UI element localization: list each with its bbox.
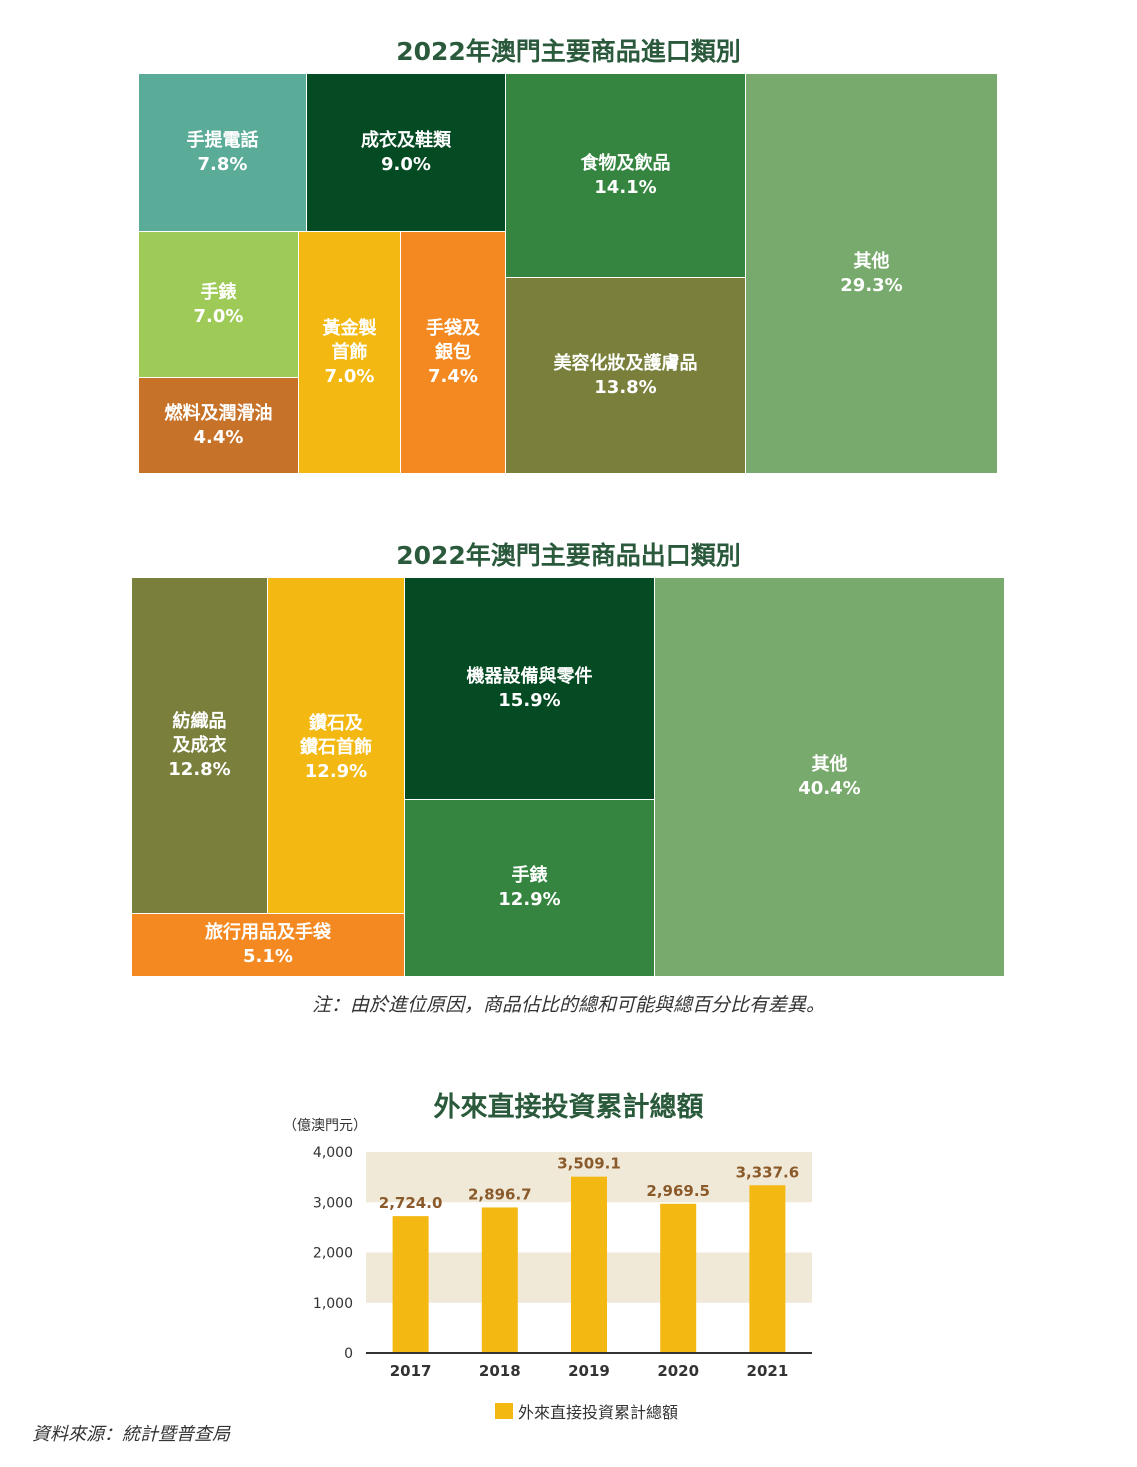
import-cell-clothing-footwear: 成衣及鞋類 9.0%	[306, 73, 506, 232]
export-cell-textiles-garments: 紡織品 及成衣 12.8%	[131, 577, 268, 914]
import-cell-fuel-lubricants: 燃料及潤滑油 4.4%	[138, 377, 299, 474]
y-tick-label: 1,000	[313, 1296, 353, 1312]
y-tick-label: 2,000	[313, 1246, 353, 1262]
bar-value-label: 3,337.6	[736, 1163, 800, 1181]
y-tick-label: 0	[344, 1346, 353, 1362]
import-value-gold-jewellery: 7.0%	[324, 365, 375, 387]
import-value-others: 29.3%	[840, 274, 903, 296]
export-value-diamonds-jewellery: 12.9%	[304, 761, 368, 782]
bar	[392, 1216, 429, 1353]
import-cell-handbags-wallets: 手袋及 銀包 7.4%	[400, 231, 506, 474]
export-cell-machinery-parts: 機器設備與零件 15.9%	[404, 577, 655, 800]
export-cell-watches: 手錶 12.9%	[404, 799, 655, 977]
import-cell-food-beverage: 食物及飲品 14.1%	[505, 73, 746, 278]
export-cell-travel-goods: 旅行用品及手袋 5.1%	[131, 913, 405, 977]
import-value-cosmetics-skincare: 13.8%	[594, 376, 657, 398]
x-tick-label: 2020	[657, 1362, 699, 1380]
export-cell-others: 其他 40.4%	[654, 577, 1005, 977]
import-cell-cosmetics-skincare: 美容化妝及護膚品 13.8%	[505, 277, 746, 474]
data-source: 資料來源：統計暨普查局	[32, 1424, 230, 1445]
fdi-bar-chart: （億澳門元） 0 1,000 2,000 3,000 4,000 2,724.0 2,89…	[283, 1118, 812, 1422]
import-label-watches: 手錶	[200, 281, 237, 303]
x-tick-label: 2021	[747, 1362, 789, 1380]
x-tick-label: 2019	[568, 1362, 610, 1380]
legend-swatch	[495, 1403, 513, 1419]
x-tick-label: 2017	[390, 1362, 432, 1380]
import-chart-title: 2022年澳門主要商品進口類別	[396, 37, 741, 66]
export-chart-title: 2022年澳門主要商品出口類別	[396, 541, 741, 570]
export-cell-diamonds-jewellery: 鑽石及 鑽石首飾 12.9%	[267, 577, 405, 914]
import-label-others: 其他	[853, 250, 890, 272]
bar-value-label: 3,509.1	[557, 1155, 621, 1173]
export-value-watches: 12.9%	[498, 889, 561, 910]
x-tick-label: 2018	[479, 1362, 521, 1380]
import-cell-mobile-phones: 手提電話 7.8%	[138, 73, 307, 232]
export-value-textiles-garments: 12.8%	[168, 758, 231, 780]
import-value-clothing-footwear: 9.0%	[381, 153, 431, 175]
import-label-mobile-phones: 手提電話	[186, 129, 259, 151]
rounding-note: 注：由於進位原因，商品佔比的總和可能與總百分比有差異。	[311, 994, 825, 1016]
bar	[660, 1203, 697, 1353]
legend: 外來直接投資累計總額	[495, 1403, 678, 1422]
y-tick-label: 3,000	[313, 1195, 353, 1211]
import-treemap: 手提電話 7.8% 成衣及鞋類 9.0% 食物及飲品 14.1% 其他 29.3…	[138, 73, 998, 474]
export-value-others: 40.4%	[798, 778, 861, 799]
import-value-handbags-wallets: 7.4%	[428, 365, 478, 387]
y-axis-unit-label: （億澳門元）	[283, 1118, 367, 1134]
export-label-machinery-parts: 機器設備與零件	[466, 665, 593, 687]
bar-value-label: 2,969.5	[646, 1182, 710, 1200]
import-value-watches: 7.0%	[193, 305, 244, 327]
legend-label: 外來直接投資累計總額	[518, 1403, 678, 1422]
export-value-travel-goods: 5.1%	[243, 946, 293, 967]
import-value-food-beverage: 14.1%	[594, 176, 657, 198]
bar-value-label: 2,724.0	[379, 1194, 443, 1212]
x-axis-ticks: 2017 2018 2019 2020 2021	[390, 1362, 789, 1380]
import-label-cosmetics-skincare: 美容化妝及護膚品	[553, 352, 698, 374]
export-label-travel-goods: 旅行用品及手袋	[205, 922, 331, 943]
import-label-fuel-lubricants: 燃料及潤滑油	[164, 402, 273, 424]
import-label-gold-jewellery: 黃金製 首飾	[322, 317, 377, 363]
import-label-clothing-footwear: 成衣及鞋類	[361, 129, 451, 151]
import-value-fuel-lubricants: 4.4%	[193, 426, 244, 448]
import-label-food-beverage: 食物及飲品	[580, 152, 671, 174]
export-value-machinery-parts: 15.9%	[498, 689, 561, 711]
export-label-watches: 手錶	[511, 865, 548, 886]
import-cell-watches: 手錶 7.0%	[138, 231, 299, 378]
import-value-mobile-phones: 7.8%	[197, 153, 248, 175]
export-label-diamonds-jewellery: 鑽石及 鑽石首飾	[300, 713, 372, 758]
y-axis-ticks: 0 1,000 2,000 3,000 4,000	[313, 1145, 353, 1362]
bar-value-label: 2,896.7	[468, 1185, 532, 1203]
bar-series: 2,724.0 2,896.7 3,509.1 2,969.5 3,337.6	[379, 1155, 799, 1353]
bar	[749, 1185, 786, 1353]
export-treemap: 紡織品 及成衣 12.8% 鑽石及 鑽石首飾 12.9% 機器設備與零件 15.…	[131, 577, 1005, 977]
export-label-others: 其他	[811, 754, 848, 775]
y-tick-label: 4,000	[313, 1145, 353, 1161]
import-label-handbags-wallets: 手袋及 銀包	[426, 317, 480, 363]
bar	[571, 1176, 607, 1353]
import-cell-gold-jewellery: 黃金製 首飾 7.0%	[298, 231, 401, 474]
fdi-chart-title: 外來直接投資累計總額	[433, 1092, 704, 1123]
bar	[481, 1207, 518, 1353]
import-cell-others: 其他 29.3%	[745, 73, 998, 474]
export-label-textiles-garments: 紡織品 及成衣	[172, 710, 227, 756]
